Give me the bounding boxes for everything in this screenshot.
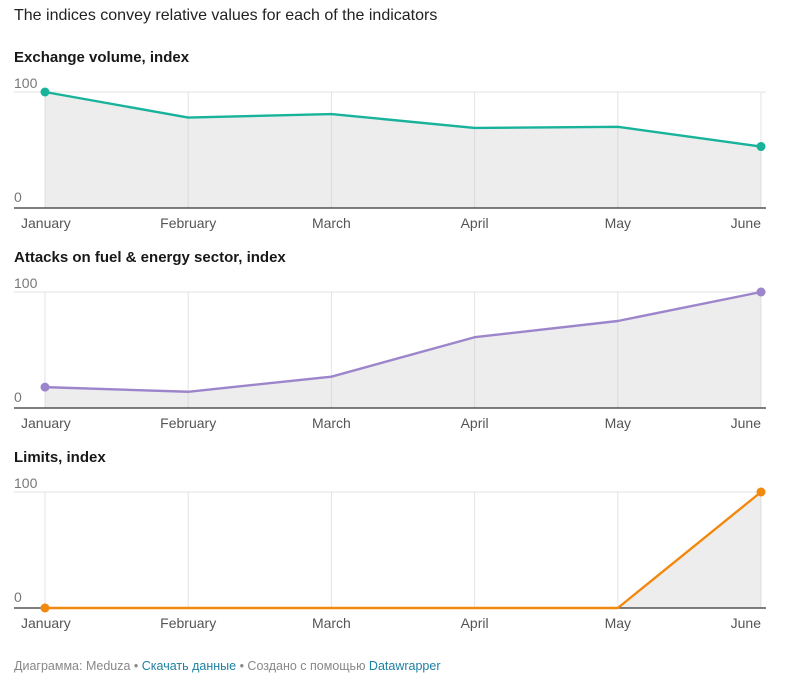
series-line <box>43 90 763 148</box>
panel-title-exchange-volume: Exchange volume, index <box>14 49 190 66</box>
x-tick-label-january: January <box>21 415 71 431</box>
datawrapper-link[interactable]: Datawrapper <box>368 659 441 673</box>
x-tick-label-january: January <box>21 615 71 631</box>
x-tick-label-may: May <box>605 215 631 231</box>
data-point-january <box>40 382 50 392</box>
panel-title-limits: Limits, index <box>14 449 106 466</box>
footer-created-with: • Создано с помощью <box>236 659 369 673</box>
series-area <box>45 492 761 608</box>
data-point-june <box>756 287 766 297</box>
x-tick-label-may: May <box>605 615 631 631</box>
x-tick-label-january: January <box>21 215 71 231</box>
x-tick-label-march: March <box>312 615 351 631</box>
x-tick-label-june: June <box>731 615 762 631</box>
data-point-june <box>756 487 766 497</box>
x-tick-label-march: March <box>312 215 351 231</box>
y-tick-label-max: 100 <box>14 475 38 491</box>
y-tick-label-max: 100 <box>14 275 38 291</box>
y-tick-label-max: 100 <box>14 75 38 91</box>
chart-exchange-volume: 100 0 January February March April May June <box>14 75 766 231</box>
footer-credits: Диаграмма: Meduza • Скачать данные • Соз… <box>14 659 441 673</box>
y-tick-label-min: 0 <box>14 389 22 405</box>
chart-attacks-fuel-energy: 100 0 January February March April May June <box>14 275 766 431</box>
x-tick-label-march: March <box>312 415 351 431</box>
x-tick-label-june: June <box>731 215 762 231</box>
data-point-june <box>756 142 766 152</box>
download-data-link[interactable]: Скачать данные <box>141 659 237 673</box>
x-tick-label-february: February <box>160 215 216 231</box>
series-line <box>43 290 763 393</box>
x-tick-label-june: June <box>731 415 762 431</box>
x-tick-label-february: February <box>160 415 216 431</box>
x-tick-label-april: April <box>461 415 489 431</box>
x-tick-label-april: April <box>461 215 489 231</box>
series-area <box>45 292 761 408</box>
data-point-january <box>40 603 50 613</box>
x-tick-label-may: May <box>605 415 631 431</box>
panel-title-attacks: Attacks on fuel & energy sector, index <box>14 249 286 266</box>
y-tick-label-min: 0 <box>14 589 22 605</box>
chart-limits: 100 0 January February March April May June <box>14 475 766 631</box>
series-area <box>45 92 761 208</box>
footer-source: Диаграмма: Meduza <box>14 659 131 673</box>
x-tick-label-february: February <box>160 615 216 631</box>
data-point-january <box>40 87 50 97</box>
x-tick-label-april: April <box>461 615 489 631</box>
chart-subtitle: The indices convey relative values for e… <box>14 7 438 24</box>
y-tick-label-min: 0 <box>14 189 22 205</box>
series-line <box>43 490 763 610</box>
footer-separator: • <box>130 659 142 673</box>
